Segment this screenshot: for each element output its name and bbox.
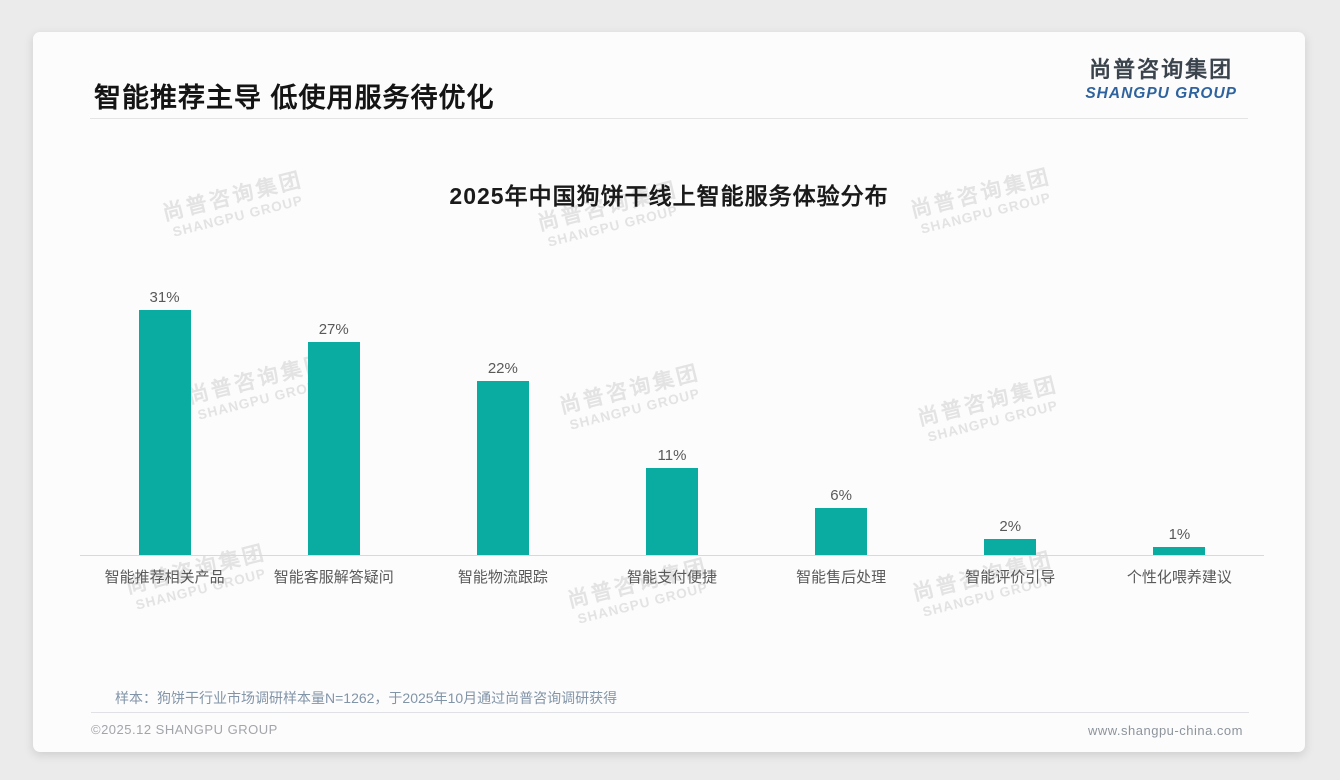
category-label: 智能推荐相关产品 (104, 569, 225, 586)
category-label: 智能客服解答疑问 (273, 569, 394, 586)
x-axis-category-labels: 智能推荐相关产品 智能客服解答疑问 智能物流跟踪 智能支付便捷 智能售后处理 智能评价引导… (80, 566, 1264, 587)
logo-chinese-text: 尚普咨询集团 (1089, 57, 1234, 82)
header-divider (90, 118, 1248, 119)
bar-chart-plot-area: 31% 27% 22% 11% 6% 2% 1% (80, 283, 1264, 555)
bar-value-label: 2% (999, 518, 1022, 535)
bar-column: 22% (418, 360, 587, 555)
sample-note: 样本：狗饼干行业市场调研样本量N=1262，于2025年10月通过尚普咨询调研获… (115, 690, 618, 706)
bar-value-label: 31% (149, 289, 180, 306)
footer-divider (91, 712, 1249, 713)
page-title: 智能推荐主导 低使用服务待优化 (94, 83, 495, 113)
bar-column: 27% (249, 321, 418, 555)
bar-value-label: 6% (830, 487, 852, 504)
bar-value-label: 11% (657, 447, 687, 464)
bar-column: 2% (926, 518, 1095, 555)
bar-column: 31% (80, 289, 249, 555)
footer-copyright: ©2025.12 SHANGPU GROUP (91, 722, 278, 737)
bar (984, 539, 1037, 555)
bar-column: 11% (587, 447, 756, 555)
bar-value-label: 27% (318, 321, 349, 338)
footer-website: www.shangpu-china.com (1087, 723, 1243, 738)
category-label: 智能评价引导 (965, 569, 1056, 586)
bar (307, 342, 360, 555)
category-label: 智能售后处理 (796, 569, 887, 586)
bar (476, 381, 529, 555)
bar-value-label: 22% (487, 360, 518, 377)
category-label: 智能物流跟踪 (457, 569, 548, 586)
bar-column: 6% (757, 487, 926, 555)
company-logo: 尚普咨询集团 SHANGPU GROUP (1085, 52, 1237, 103)
logo-english-text: SHANGPU GROUP (1085, 85, 1237, 102)
bar (1153, 547, 1206, 555)
x-axis-line (80, 555, 1264, 556)
chart-title: 2025年中国狗饼干线上智能服务体验分布 (449, 183, 889, 209)
bar-value-label: 1% (1168, 526, 1191, 543)
slide-card: 尚普咨询集团 SHANGPU GROUP 尚普咨询集团 SHANGPU GROUP … (33, 32, 1305, 752)
bar (645, 468, 698, 555)
category-label: 个性化喂养建议 (1126, 569, 1232, 586)
bar (815, 508, 868, 555)
bar-column: 1% (1095, 526, 1264, 555)
category-label: 智能支付便捷 (626, 569, 717, 586)
watermark: 尚普咨询集团 SHANGPU GROUP (543, 550, 737, 634)
bar (138, 310, 191, 555)
